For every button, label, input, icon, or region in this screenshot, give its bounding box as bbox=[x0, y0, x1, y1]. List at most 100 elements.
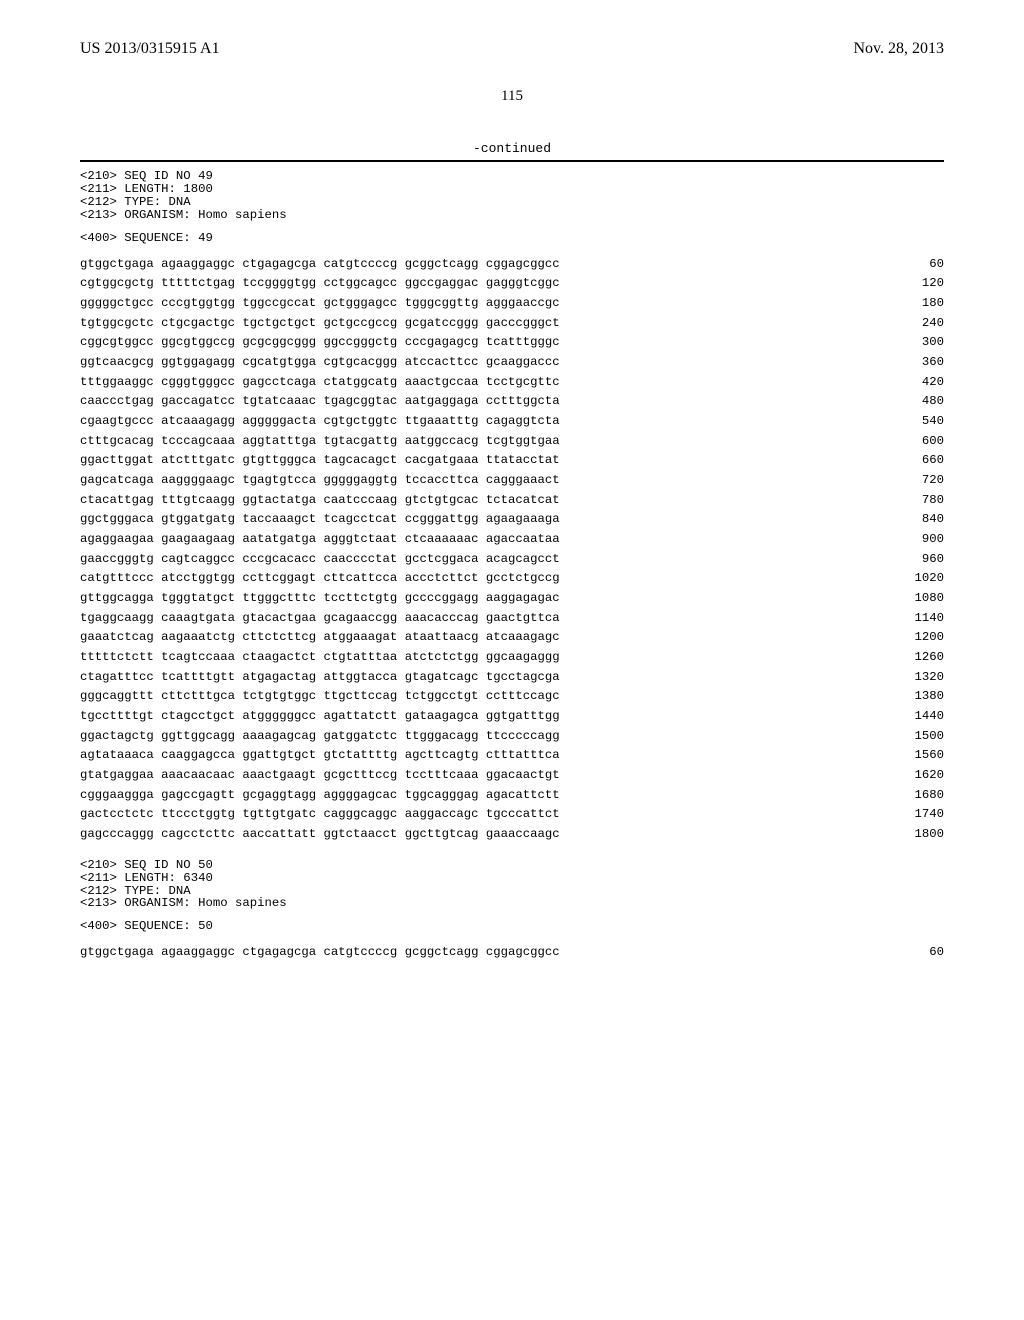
seq49-position: 1320 bbox=[884, 668, 944, 688]
seq49-row: gggcaggttt cttctttgca tctgtgtggc ttgcttc… bbox=[80, 687, 944, 707]
seq49-row: ggacttggat atctttgatc gtgttgggca tagcaca… bbox=[80, 451, 944, 471]
seq50-body: gtggctgaga agaaggaggc ctgagagcga catgtcc… bbox=[80, 943, 944, 963]
seq49-row: tgaggcaagg caaagtgata gtacactgaa gcagaac… bbox=[80, 609, 944, 629]
seq49-bases: ggacttggat atctttgatc gtgttgggca tagcaca… bbox=[80, 451, 560, 471]
seq49-row: tgccttttgt ctagcctgct atggggggcc agattat… bbox=[80, 707, 944, 727]
seq49-bases: ctttgcacag tcccagcaaa aggtatttga tgtacga… bbox=[80, 432, 560, 452]
seq50-sequence-label: <400> SEQUENCE: 50 bbox=[80, 920, 944, 933]
seq49-row: gttggcagga tgggtatgct ttgggctttc tccttct… bbox=[80, 589, 944, 609]
seq49-bases: gggcaggttt cttctttgca tctgtgtggc ttgcttc… bbox=[80, 687, 560, 707]
seq49-position: 1740 bbox=[884, 805, 944, 825]
seq49-bases: cggcgtggcc ggcgtggccg gcgcggcggg ggccggg… bbox=[80, 333, 560, 353]
seq49-position: 1260 bbox=[884, 648, 944, 668]
seq49-position: 60 bbox=[884, 255, 944, 275]
seq49-position: 1440 bbox=[884, 707, 944, 727]
seq49-bases: cgtggcgctg tttttctgag tccggggtgg cctggca… bbox=[80, 274, 560, 294]
seq50-meta: <210> SEQ ID NO 50 <211> LENGTH: 6340 <2… bbox=[80, 859, 944, 911]
seq49-bases: agaggaagaa gaagaagaag aatatgatga agggtct… bbox=[80, 530, 560, 550]
seq49-bases: caaccctgag gaccagatcc tgtatcaaac tgagcgg… bbox=[80, 392, 560, 412]
seq49-bases: ggctgggaca gtggatgatg taccaaagct tcagcct… bbox=[80, 510, 560, 530]
seq49-meta-line: <213> ORGANISM: Homo sapiens bbox=[80, 209, 944, 222]
seq49-bases: ggactagctg ggttggcagg aaaagagcag gatggat… bbox=[80, 727, 560, 747]
seq49-position: 1380 bbox=[884, 687, 944, 707]
seq49-position: 300 bbox=[884, 333, 944, 353]
seq49-meta: <210> SEQ ID NO 49 <211> LENGTH: 1800 <2… bbox=[80, 170, 944, 222]
seq49-row: gggggctgcc cccgtggtgg tggccgccat gctggga… bbox=[80, 294, 944, 314]
seq49-bases: cgaagtgccc atcaaagagg agggggacta cgtgctg… bbox=[80, 412, 560, 432]
seq49-row: ggctgggaca gtggatgatg taccaaagct tcagcct… bbox=[80, 510, 944, 530]
seq49-row: gtatgaggaa aaacaacaac aaactgaagt gcgcttt… bbox=[80, 766, 944, 786]
seq49-row: caaccctgag gaccagatcc tgtatcaaac tgagcgg… bbox=[80, 392, 944, 412]
seq49-bases: tttttctctt tcagtccaaa ctaagactct ctgtatt… bbox=[80, 648, 560, 668]
seq49-bases: gaaccgggtg cagtcaggcc cccgcacacc caacccc… bbox=[80, 550, 560, 570]
seq49-bases: ctacattgag tttgtcaagg ggtactatga caatccc… bbox=[80, 491, 560, 511]
seq49-position: 660 bbox=[884, 451, 944, 471]
seq49-bases: catgtttccc atcctggtgg ccttcggagt cttcatt… bbox=[80, 569, 560, 589]
seq49-position: 180 bbox=[884, 294, 944, 314]
seq49-row: gtggctgaga agaaggaggc ctgagagcga catgtcc… bbox=[80, 255, 944, 275]
seq49-bases: ggtcaacgcg ggtggagagg cgcatgtgga cgtgcac… bbox=[80, 353, 560, 373]
seq49-row: gagcccaggg cagcctcttc aaccattatt ggtctaa… bbox=[80, 825, 944, 845]
seq49-position: 480 bbox=[884, 392, 944, 412]
seq49-position: 720 bbox=[884, 471, 944, 491]
seq49-row: tgtggcgctc ctgcgactgc tgctgctgct gctgccg… bbox=[80, 314, 944, 334]
seq49-row: ggactagctg ggttggcagg aaaagagcag gatggat… bbox=[80, 727, 944, 747]
seq49-position: 1200 bbox=[884, 628, 944, 648]
seq49-row: tttttctctt tcagtccaaa ctaagactct ctgtatt… bbox=[80, 648, 944, 668]
seq49-row: ctagatttcc tcattttgtt atgagactag attggta… bbox=[80, 668, 944, 688]
seq49-position: 1620 bbox=[884, 766, 944, 786]
seq49-position: 600 bbox=[884, 432, 944, 452]
seq49-position: 1020 bbox=[884, 569, 944, 589]
seq49-meta-line: <211> LENGTH: 1800 bbox=[80, 183, 944, 196]
seq49-bases: tgaggcaagg caaagtgata gtacactgaa gcagaac… bbox=[80, 609, 560, 629]
seq50-meta-line: <211> LENGTH: 6340 bbox=[80, 872, 944, 885]
seq49-row: ctttgcacag tcccagcaaa aggtatttga tgtacga… bbox=[80, 432, 944, 452]
seq49-bases: gtggctgaga agaaggaggc ctgagagcga catgtcc… bbox=[80, 255, 560, 275]
seq49-row: ggtcaacgcg ggtggagagg cgcatgtgga cgtgcac… bbox=[80, 353, 944, 373]
seq50-row: gtggctgaga agaaggaggc ctgagagcga catgtcc… bbox=[80, 943, 944, 963]
seq49-row: gaaccgggtg cagtcaggcc cccgcacacc caacccc… bbox=[80, 550, 944, 570]
seq49-bases: tttggaaggc cgggtgggcc gagcctcaga ctatggc… bbox=[80, 373, 560, 393]
seq49-row: cgggaaggga gagccgagtt gcgaggtagg aggggag… bbox=[80, 786, 944, 806]
seq49-row: gactcctctc ttccctggtg tgttgtgatc cagggca… bbox=[80, 805, 944, 825]
seq49-position: 240 bbox=[884, 314, 944, 334]
seq49-position: 960 bbox=[884, 550, 944, 570]
seq49-sequence-label: <400> SEQUENCE: 49 bbox=[80, 232, 944, 245]
seq49-row: agtataaaca caaggagcca ggattgtgct gtctatt… bbox=[80, 746, 944, 766]
document-page: US 2013/0315915 A1 Nov. 28, 2013 115 -co… bbox=[0, 0, 1024, 1320]
seq49-position: 1680 bbox=[884, 786, 944, 806]
seq49-position: 1800 bbox=[884, 825, 944, 845]
seq49-position: 420 bbox=[884, 373, 944, 393]
seq49-position: 1080 bbox=[884, 589, 944, 609]
seq49-bases: tgccttttgt ctagcctgct atggggggcc agattat… bbox=[80, 707, 560, 727]
seq50-bases: gtggctgaga agaaggaggc ctgagagcga catgtcc… bbox=[80, 943, 560, 963]
seq49-bases: tgtggcgctc ctgcgactgc tgctgctgct gctgccg… bbox=[80, 314, 560, 334]
seq50-meta-line: <213> ORGANISM: Homo sapines bbox=[80, 897, 944, 910]
seq49-position: 900 bbox=[884, 530, 944, 550]
seq49-row: agaggaagaa gaagaagaag aatatgatga agggtct… bbox=[80, 530, 944, 550]
seq49-row: cgaagtgccc atcaaagagg agggggacta cgtgctg… bbox=[80, 412, 944, 432]
seq49-row: gaaatctcag aagaaatctg cttctcttcg atggaaa… bbox=[80, 628, 944, 648]
page-header: US 2013/0315915 A1 Nov. 28, 2013 bbox=[80, 40, 944, 58]
seq49-bases: cgggaaggga gagccgagtt gcgaggtagg aggggag… bbox=[80, 786, 560, 806]
seq49-bases: gaaatctcag aagaaatctg cttctcttcg atggaaa… bbox=[80, 628, 560, 648]
seq49-bases: gggggctgcc cccgtggtgg tggccgccat gctggga… bbox=[80, 294, 560, 314]
seq49-row: cgtggcgctg tttttctgag tccggggtgg cctggca… bbox=[80, 274, 944, 294]
seq50-position: 60 bbox=[884, 943, 944, 963]
seq50-meta-line: <210> SEQ ID NO 50 bbox=[80, 859, 944, 872]
seq49-row: catgtttccc atcctggtgg ccttcggagt cttcatt… bbox=[80, 569, 944, 589]
seq49-row: ctacattgag tttgtcaagg ggtactatga caatccc… bbox=[80, 491, 944, 511]
seq49-row: cggcgtggcc ggcgtggccg gcgcggcggg ggccggg… bbox=[80, 333, 944, 353]
seq49-position: 1500 bbox=[884, 727, 944, 747]
seq49-meta-line: <212> TYPE: DNA bbox=[80, 196, 944, 209]
seq49-bases: ctagatttcc tcattttgtt atgagactag attggta… bbox=[80, 668, 560, 688]
seq49-bases: gttggcagga tgggtatgct ttgggctttc tccttct… bbox=[80, 589, 560, 609]
seq49-bases: gagcccaggg cagcctcttc aaccattatt ggtctaa… bbox=[80, 825, 560, 845]
seq49-position: 840 bbox=[884, 510, 944, 530]
page-number: 115 bbox=[80, 88, 944, 105]
publication-date: Nov. 28, 2013 bbox=[853, 40, 944, 58]
seq49-position: 1140 bbox=[884, 609, 944, 629]
seq49-position: 360 bbox=[884, 353, 944, 373]
seq49-row: tttggaaggc cgggtgggcc gagcctcaga ctatggc… bbox=[80, 373, 944, 393]
seq49-position: 540 bbox=[884, 412, 944, 432]
